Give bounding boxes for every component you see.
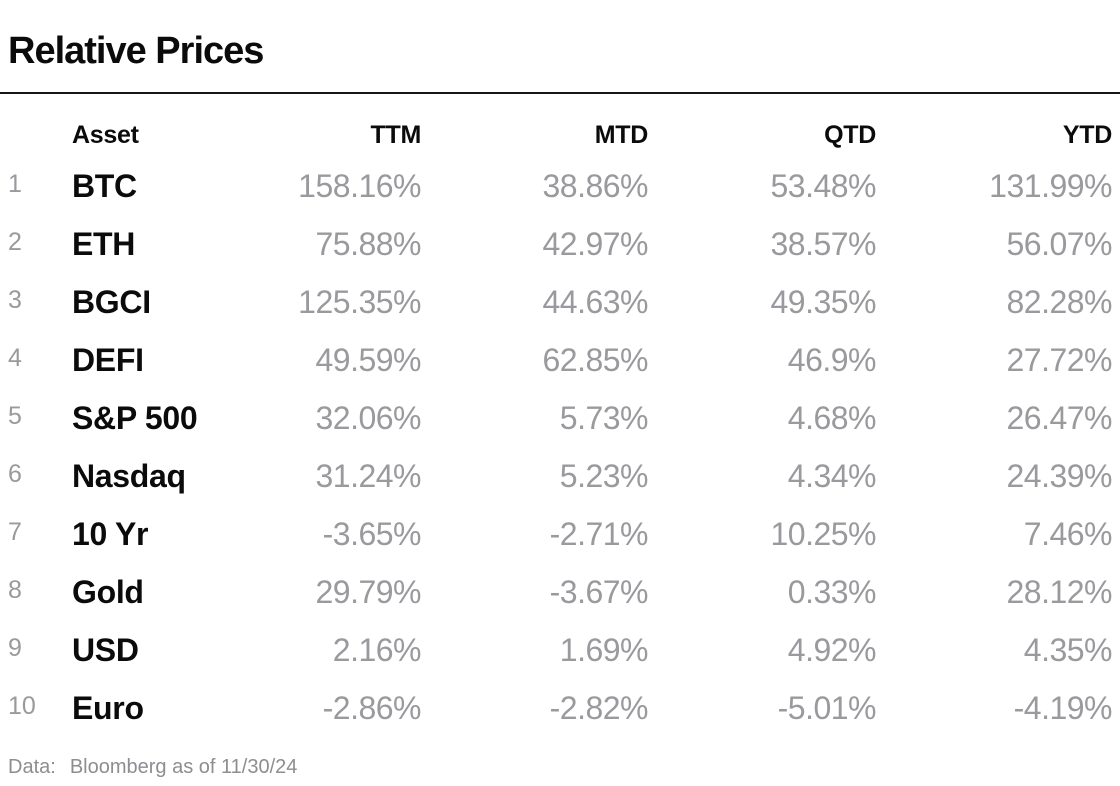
asset-name: S&P 500 <box>72 400 198 437</box>
table-row: 9 USD 2.16% 1.69% 4.92% 4.35% <box>8 622 1113 680</box>
ytd-value: 4.35% <box>1023 632 1113 669</box>
row-rank: 6 <box>8 459 22 488</box>
ytd-value: 56.07% <box>1006 226 1112 263</box>
asset-name: BTC <box>72 168 137 205</box>
source-note-label: Data: <box>8 755 56 778</box>
ttm-value: 32.06% <box>315 400 421 437</box>
table-row: 2 ETH 75.88% 42.97% 38.57% 56.07% <box>8 216 1113 274</box>
qtd-value: 46.9% <box>787 342 877 379</box>
table-row: 4 DEFI 49.59% 62.85% 46.9% 27.72% <box>8 332 1113 390</box>
mtd-value: -2.82% <box>549 690 649 727</box>
qtd-value: 10.25% <box>770 516 876 553</box>
qtd-value: -5.01% <box>777 690 877 727</box>
ytd-value: 24.39% <box>1006 458 1112 495</box>
column-header-mtd: MTD <box>594 120 649 149</box>
row-rank: 1 <box>8 169 22 198</box>
ytd-value: 131.99% <box>989 168 1112 205</box>
row-rank: 3 <box>8 285 22 314</box>
row-rank: 9 <box>8 633 22 662</box>
qtd-value: 4.92% <box>787 632 877 669</box>
ttm-value: 29.79% <box>315 574 421 611</box>
row-rank: 10 <box>8 691 36 720</box>
asset-name: Euro <box>72 690 144 727</box>
mtd-value: 42.97% <box>542 226 648 263</box>
mtd-value: -3.67% <box>549 574 649 611</box>
table-row: 5 S&P 500 32.06% 5.73% 4.68% 26.47% <box>8 390 1113 448</box>
ytd-value: -4.19% <box>1013 690 1113 727</box>
column-header-ttm: TTM <box>370 120 422 149</box>
ytd-value: 82.28% <box>1006 284 1112 321</box>
source-note-text: Bloomberg as of 11/30/24 <box>69 755 298 778</box>
qtd-value: 38.57% <box>770 226 876 263</box>
ttm-value: 125.35% <box>298 284 421 321</box>
asset-name: Nasdaq <box>72 458 186 495</box>
mtd-value: 5.23% <box>559 458 649 495</box>
mtd-value: 44.63% <box>542 284 648 321</box>
row-rank: 2 <box>8 227 22 256</box>
asset-name: USD <box>72 632 139 669</box>
table-row: 10 Euro -2.86% -2.82% -5.01% -4.19% <box>8 680 1113 738</box>
ttm-value: 31.24% <box>315 458 421 495</box>
asset-name: BGCI <box>72 284 151 321</box>
table-row: 3 BGCI 125.35% 44.63% 49.35% 82.28% <box>8 274 1113 332</box>
ttm-value: 49.59% <box>315 342 421 379</box>
qtd-value: 53.48% <box>770 168 876 205</box>
page-title: Relative Prices <box>8 30 264 72</box>
ytd-value: 7.46% <box>1023 516 1113 553</box>
table-row: 8 Gold 29.79% -3.67% 0.33% 28.12% <box>8 564 1113 622</box>
table-body: 1 BTC 158.16% 38.86% 53.48% 131.99% 2 ET… <box>8 158 1113 738</box>
ytd-value: 27.72% <box>1006 342 1112 379</box>
source-note: Data: Bloomberg as of 11/30/24 <box>8 756 1112 779</box>
ytd-value: 28.12% <box>1006 574 1112 611</box>
mtd-value: 1.69% <box>559 632 649 669</box>
rank-column-spacer <box>8 94 72 106</box>
table-row: 6 Nasdaq 31.24% 5.23% 4.34% 24.39% <box>8 448 1113 506</box>
ttm-value: -3.65% <box>322 516 422 553</box>
asset-name: ETH <box>72 226 136 263</box>
qtd-value: 49.35% <box>770 284 876 321</box>
asset-name: 10 Yr <box>72 516 149 553</box>
ttm-value: 2.16% <box>332 632 422 669</box>
asset-name: Gold <box>72 574 144 611</box>
row-rank: 7 <box>8 517 22 546</box>
column-header-qtd: QTD <box>824 120 876 149</box>
ttm-value: 158.16% <box>298 168 421 205</box>
table-row: 7 10 Yr -3.65% -2.71% 10.25% 7.46% <box>8 506 1113 564</box>
qtd-value: 4.68% <box>787 400 877 437</box>
title-divider <box>0 91 1120 94</box>
qtd-value: 4.34% <box>787 458 877 495</box>
relative-prices-table: Asset TTM MTD QTD YTD 1 BTC 158.16% 38.8… <box>8 94 1113 738</box>
mtd-value: 5.73% <box>559 400 649 437</box>
qtd-value: 0.33% <box>787 574 877 611</box>
row-rank: 5 <box>8 401 22 430</box>
table-row: 1 BTC 158.16% 38.86% 53.48% 131.99% <box>8 158 1113 216</box>
ttm-value: -2.86% <box>322 690 422 727</box>
ytd-value: 26.47% <box>1006 400 1112 437</box>
asset-name: DEFI <box>72 342 144 379</box>
ttm-value: 75.88% <box>315 226 421 263</box>
column-header-ytd: YTD <box>1062 120 1112 149</box>
table-header-row: Asset TTM MTD QTD YTD <box>8 94 1112 158</box>
mtd-value: 62.85% <box>542 342 648 379</box>
row-rank: 4 <box>8 343 22 372</box>
mtd-value: 38.86% <box>542 168 648 205</box>
mtd-value: -2.71% <box>549 516 649 553</box>
column-header-asset: Asset <box>72 120 139 149</box>
row-rank: 8 <box>8 575 22 604</box>
